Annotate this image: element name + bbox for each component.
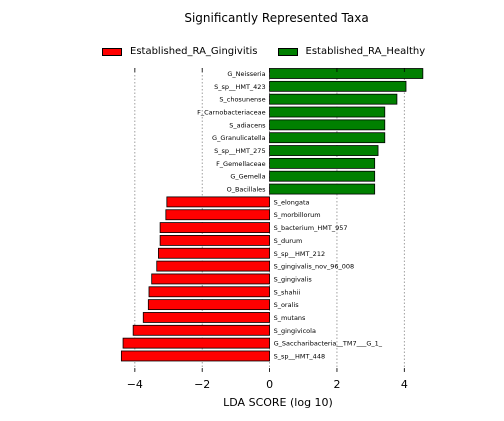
legend-swatch-gingivitis — [102, 47, 122, 56]
bar-label: G_Neisseria — [227, 70, 265, 78]
legend-item-healthy: Established_RA_Healthy — [277, 46, 426, 57]
bar — [269, 119, 386, 131]
tick-label: 4 — [401, 378, 408, 391]
bar — [269, 157, 376, 169]
bar-label: G_Saccharibacteria__TM7___G_1_ — [274, 340, 383, 348]
bar-label: S_sp__HMT_212 — [274, 250, 326, 258]
x-axis-label: LDA SCORE (log 10) — [223, 396, 333, 409]
bar-label: S_sp__HMT_448 — [274, 352, 326, 360]
bar — [269, 93, 398, 105]
bar — [147, 299, 270, 311]
bar — [122, 337, 270, 349]
legend-label-gingivitis: Established_RA_Gingivitis — [130, 46, 258, 57]
bar-label: S_durum — [274, 237, 303, 245]
bar — [269, 68, 424, 79]
bar — [159, 222, 270, 233]
bar-label: S_bacterium_HMT_957 — [274, 224, 348, 232]
legend-label-healthy: Established_RA_Healthy — [305, 46, 426, 57]
bar-label: S_gingivicola — [274, 327, 316, 335]
bar-label: S_oralis — [274, 301, 300, 309]
bar — [159, 235, 270, 246]
legend-swatch-healthy — [277, 47, 298, 56]
bar-label: S_shahii — [274, 288, 301, 296]
bar — [269, 106, 386, 118]
bar — [269, 145, 379, 156]
bar-label: S_gingivalis — [274, 275, 313, 283]
bar-label: S_gingivalis_nov_96_008 — [274, 263, 355, 271]
bar-label: S_sp__HMT_275 — [214, 147, 266, 155]
bar — [142, 312, 270, 323]
bar-label: S_elongata — [274, 198, 310, 206]
bar — [269, 132, 386, 144]
bar — [158, 247, 270, 259]
bar-label: F_Carnobacteriaceae — [197, 109, 265, 117]
legend: Established_RA_Gingivitis Established_RA… — [102, 44, 445, 59]
bar-label: S_morbillorum — [274, 211, 321, 219]
bar-label: F_Gemellaceae — [216, 160, 266, 168]
bar-label: S_mutans — [274, 314, 306, 322]
legend-item-gingivitis: Established_RA_Gingivitis — [102, 46, 258, 57]
bar — [151, 273, 270, 285]
bar — [269, 80, 407, 92]
tick-label: −2 — [194, 378, 210, 391]
tick-label: 2 — [333, 378, 340, 391]
bar — [269, 170, 376, 182]
chart-title: Significantly Represented Taxa — [184, 11, 369, 25]
bar-label: S_chosunense — [219, 96, 265, 104]
bar-label: G_Granulicatella — [212, 134, 266, 142]
bar — [269, 183, 376, 195]
bar — [120, 350, 270, 362]
bar — [165, 209, 270, 221]
tick-label: 0 — [266, 378, 273, 391]
bar — [156, 260, 270, 272]
bar — [166, 196, 270, 208]
bar-label: S_sp__HMT_423 — [214, 83, 266, 91]
bar-label: S_adiacens — [229, 121, 266, 129]
bar — [148, 286, 270, 298]
bar-label: O_Bacillales — [227, 186, 267, 194]
bar-label: G_Gemella — [230, 173, 265, 181]
tick-label: −4 — [127, 378, 143, 391]
bar — [132, 324, 270, 336]
